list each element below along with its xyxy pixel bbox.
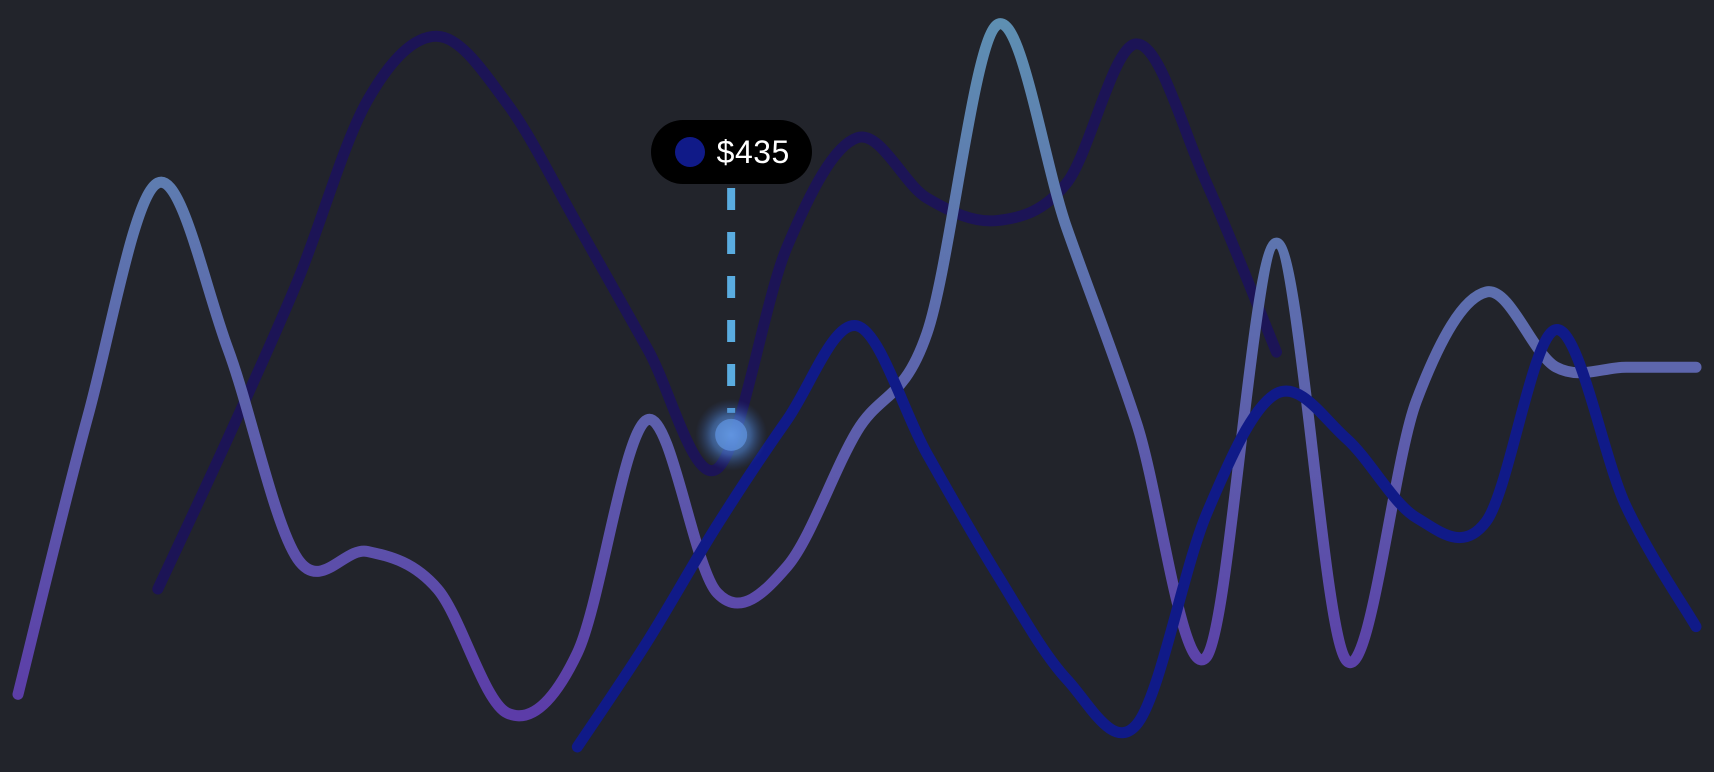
tooltip-series-dot <box>674 137 705 167</box>
value-tooltip: $435 <box>650 120 812 184</box>
series-layer <box>12 18 1702 753</box>
hover-layer <box>695 188 768 471</box>
series-line-1 <box>571 320 1702 753</box>
series-line-2 <box>152 30 1282 595</box>
tooltip-value: $435 <box>716 133 790 170</box>
series-line-3 <box>12 18 1702 722</box>
hover-point[interactable] <box>715 418 748 451</box>
